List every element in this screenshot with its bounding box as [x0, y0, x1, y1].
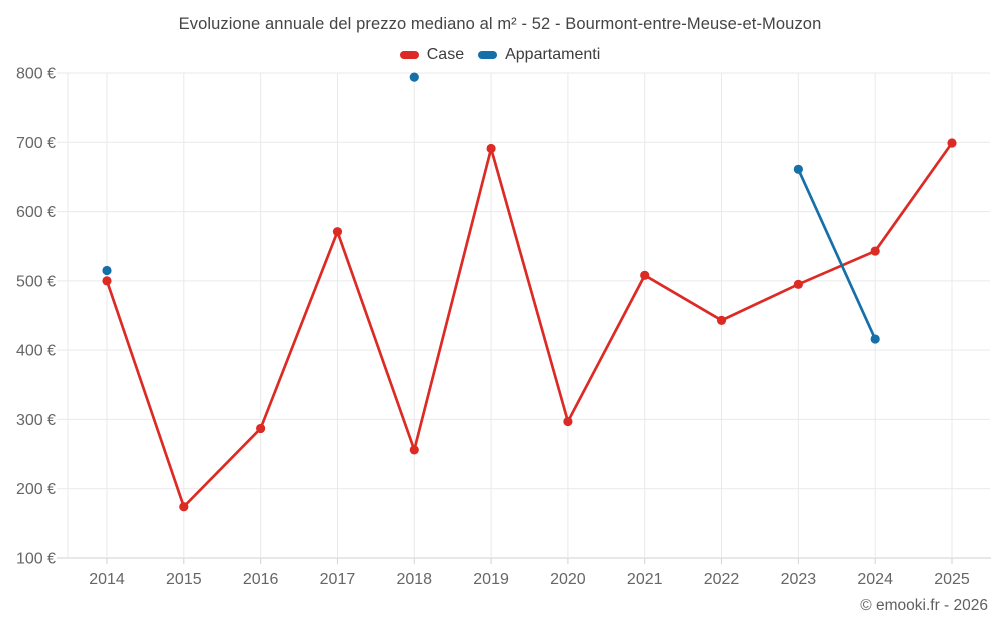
- x-tick-label: 2021: [627, 571, 663, 588]
- data-point: [793, 279, 803, 289]
- data-point: [870, 246, 880, 256]
- data-point: [870, 334, 880, 344]
- data-point: [640, 270, 650, 280]
- data-point: [563, 416, 573, 427]
- y-tick-label: 200 €: [16, 481, 56, 498]
- legend-item-case[interactable]: Case: [399, 46, 465, 64]
- legend-label-appartamenti: Appartamenti: [505, 46, 601, 63]
- x-tick-label: 2018: [396, 571, 432, 588]
- x-tick-label: 2019: [473, 571, 509, 588]
- y-tick-label: 100 €: [16, 551, 56, 568]
- data-point: [486, 143, 496, 154]
- data-point: [716, 315, 727, 325]
- legend: Case Appartamenti: [0, 46, 1000, 64]
- appartamenti-series-swatch-icon: [478, 51, 498, 59]
- data-point: [332, 227, 343, 237]
- x-tick-label: 2015: [166, 571, 202, 588]
- x-tick-label: 2017: [320, 571, 356, 588]
- legend-label-case: Case: [426, 46, 465, 63]
- data-point: [947, 138, 957, 148]
- x-tick-label: 2025: [934, 571, 970, 588]
- chart-title: Evoluzione annuale del prezzo mediano al…: [178, 15, 822, 33]
- legend-item-appartamenti[interactable]: Appartamenti: [478, 46, 600, 64]
- y-tick-label: 400 €: [16, 343, 56, 360]
- series-lines: [102, 72, 957, 512]
- series-case: [102, 138, 957, 512]
- data-point: [102, 265, 112, 276]
- x-tick-label: 2022: [704, 571, 740, 588]
- axis-labels: 100 € 200 € 300 € 400 € 500 € 600 € 700 € 800 €…: [16, 66, 970, 589]
- x-tick-label: 2014: [89, 571, 125, 588]
- data-point: [179, 502, 189, 512]
- x-tick-label: 2023: [781, 571, 817, 588]
- attribution: © emooki.fr - 2026: [860, 597, 988, 614]
- y-tick-label: 600 €: [16, 204, 56, 221]
- x-tick-label: 2024: [857, 571, 893, 588]
- case-series-swatch-icon: [399, 51, 419, 59]
- axis-ticks: [106, 558, 953, 564]
- data-point: [256, 423, 266, 434]
- y-tick-label: 300 €: [16, 412, 56, 429]
- y-tick-label: 800 €: [16, 66, 56, 83]
- data-point: [409, 72, 419, 82]
- y-tick-label: 500 €: [16, 273, 56, 290]
- series-appartamenti: [102, 72, 880, 344]
- x-tick-label: 2016: [243, 571, 279, 588]
- data-point: [409, 445, 419, 455]
- data-point: [793, 164, 803, 174]
- gridlines: [57, 72, 991, 559]
- x-tick-label: 2020: [550, 571, 586, 588]
- y-tick-label: 700 €: [16, 135, 56, 152]
- data-point: [102, 276, 112, 286]
